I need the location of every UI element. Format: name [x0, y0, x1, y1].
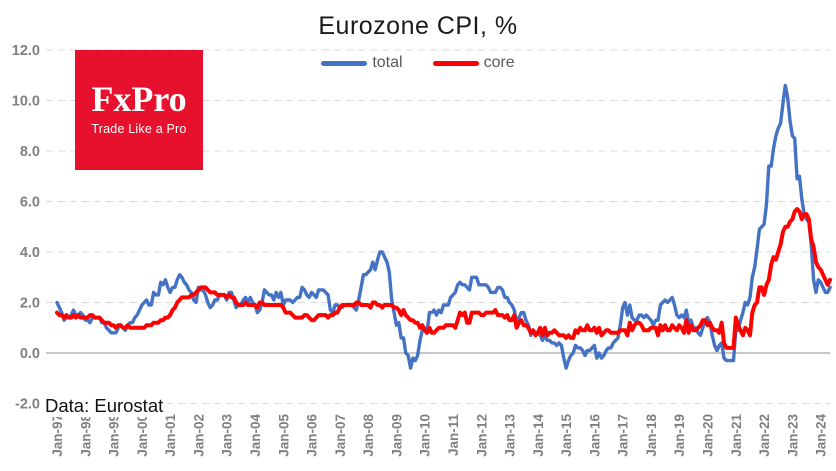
- y-tick-label: 6.0: [20, 195, 40, 211]
- x-tick-label: Jan-09: [389, 414, 404, 457]
- x-tick-label: Jan-08: [361, 414, 376, 457]
- x-tick-label: Jan-00: [135, 414, 150, 457]
- legend-item-total: total: [321, 54, 403, 72]
- y-tick-label: 8.0: [20, 144, 40, 160]
- core-line-swatch: [432, 60, 479, 66]
- legend-label-core: core: [483, 54, 515, 71]
- x-tick-label: Jan-97: [50, 414, 65, 457]
- x-tick-label: Jan-12: [474, 414, 489, 457]
- x-tick-label: Jan-05: [276, 414, 291, 457]
- x-tick-label: Jan-17: [616, 414, 631, 457]
- x-tick-label: Jan-98: [78, 414, 93, 457]
- chart-title: Eurozone CPI, %: [318, 12, 518, 40]
- x-tick-label: Jan-14: [531, 414, 546, 457]
- x-tick-label: Jan-02: [191, 414, 206, 457]
- y-tick-label: 4.0: [20, 245, 40, 261]
- x-tick-label: Jan-18: [644, 414, 659, 457]
- x-tick-label: Jan-07: [333, 414, 348, 457]
- x-tick-label: Jan-22: [757, 414, 772, 457]
- x-tick-label: Jan-24: [814, 414, 829, 457]
- x-tick-label: Jan-20: [701, 414, 716, 457]
- x-tick-label: Jan-04: [248, 414, 263, 457]
- fxpro-logo-tagline: Trade Like a Pro: [91, 122, 187, 136]
- chart-legend: total core: [0, 54, 836, 72]
- fxpro-logo: FxPro Trade Like a Pro: [75, 50, 203, 170]
- y-tick-label: 2.0: [20, 296, 40, 312]
- x-tick-label: Jan-13: [503, 414, 518, 457]
- y-tick-label: 0.0: [20, 346, 40, 362]
- series-line-total: [55, 83, 832, 370]
- series-line-core: [55, 207, 833, 350]
- total-line-swatch: [321, 60, 368, 66]
- x-tick-label: Jan-21: [729, 414, 744, 457]
- x-tick-label: Jan-23: [785, 414, 800, 457]
- legend-label-total: total: [372, 54, 403, 71]
- x-tick-label: Jan-16: [587, 414, 602, 457]
- fxpro-logo-title: FxPro: [91, 79, 187, 119]
- x-tick-label: Jan-03: [220, 414, 235, 457]
- y-tick-label: 10.0: [12, 94, 40, 110]
- source-note: Data: Eurostat: [45, 395, 168, 417]
- x-tick-label: Jan-19: [672, 414, 687, 457]
- x-tick-label: Jan-11: [446, 414, 461, 457]
- x-tick-label: Jan-01: [163, 414, 178, 457]
- y-tick-label: -2.0: [15, 397, 40, 413]
- x-tick-label: Jan-10: [418, 414, 433, 457]
- x-tick-label: Jan-15: [559, 414, 574, 457]
- x-tick-label: Jan-06: [305, 414, 320, 457]
- legend-item-core: core: [432, 54, 515, 72]
- y-tick-label: 12.0: [12, 43, 40, 59]
- x-tick-label: Jan-99: [107, 414, 122, 457]
